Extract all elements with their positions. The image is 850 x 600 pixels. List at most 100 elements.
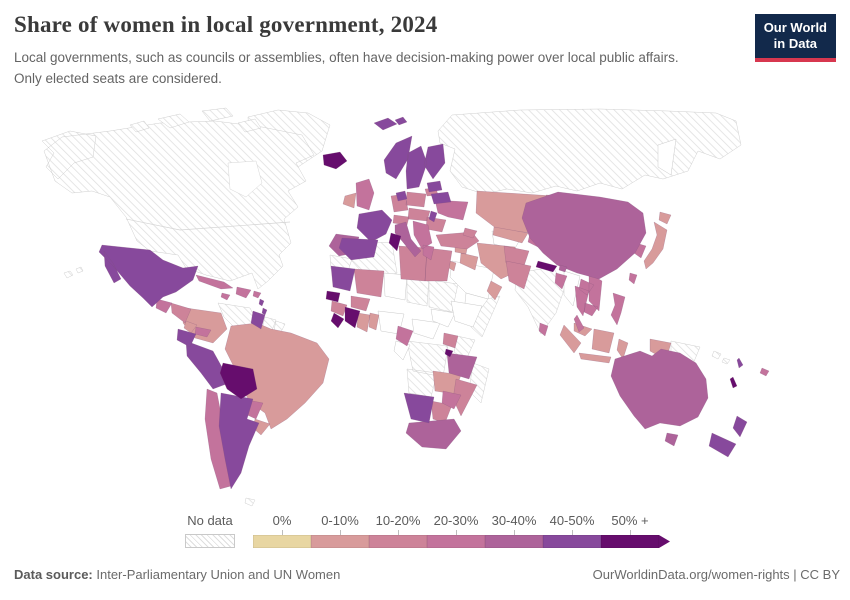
- country-myanmar[interactable]: [563, 270, 581, 307]
- country-central-african-republic[interactable]: [411, 318, 441, 340]
- islands-falkland[interactable]: [244, 497, 256, 507]
- country-ukraine[interactable]: [434, 199, 469, 221]
- country-south-africa[interactable]: [405, 418, 462, 450]
- footer-link[interactable]: OurWorldinData.org/women-rights | CC BY: [592, 567, 840, 582]
- country-tunisia[interactable]: [388, 232, 402, 252]
- bucket-40-50[interactable]: [98, 116, 748, 490]
- country-niger[interactable]: [383, 272, 408, 301]
- white-regions[interactable]: [377, 138, 677, 444]
- country-india[interactable]: [514, 266, 566, 335]
- world-map-svg[interactable]: [0, 103, 850, 515]
- legend-bucket-50[interactable]: 50% +: [601, 513, 659, 548]
- country-philippines[interactable]: [610, 292, 626, 326]
- countries-balkans[interactable]: [412, 220, 435, 261]
- legend-bucket-20-30[interactable]: 20-30%: [427, 513, 485, 548]
- country-uzbekistan[interactable]: [492, 226, 529, 244]
- legend-swatch[interactable]: [311, 535, 369, 548]
- country-south-sudan[interactable]: [430, 308, 456, 328]
- countries-belarus-baltics[interactable]: [426, 180, 452, 223]
- legend-color-scale[interactable]: 0% 0-10% 10-20% 20-30% 30-40% 40-50% 50% +: [253, 513, 670, 548]
- country-vanuatu[interactable]: [736, 357, 744, 369]
- countries-west-africa-0-10[interactable]: [356, 312, 380, 333]
- country-tanzania[interactable]: [446, 352, 478, 380]
- country-guatemala[interactable]: [155, 298, 173, 314]
- country-bangladesh[interactable]: [554, 272, 568, 290]
- legend-bucket-label: 0-10%: [321, 513, 359, 528]
- country-panama[interactable]: [194, 326, 212, 338]
- legend-tick: [397, 530, 399, 535]
- country-nepal[interactable]: [535, 260, 558, 273]
- country-guyana[interactable]: [250, 310, 266, 330]
- country-australia[interactable]: [610, 348, 709, 447]
- country-ethiopia[interactable]: [450, 300, 483, 328]
- legend-bucket-40-50[interactable]: 40-50%: [543, 513, 601, 548]
- hudson-bay: [227, 160, 263, 198]
- country-italy[interactable]: [394, 221, 422, 258]
- data-source-note: Data source: Inter-Parliamentary Union a…: [14, 567, 340, 582]
- countries-caribbean-20-30[interactable]: [195, 274, 262, 301]
- legend-bucket-0-10[interactable]: 0-10%: [311, 513, 369, 548]
- country-canada-usa[interactable]: [41, 120, 315, 290]
- countries-honduras-nicaragua[interactable]: [170, 302, 192, 324]
- countries-rwanda-burundi[interactable]: [444, 348, 454, 358]
- legend-bucket-label: 30-40%: [491, 513, 537, 528]
- legend-swatch[interactable]: [253, 535, 311, 548]
- country-sri-lanka[interactable]: [538, 322, 549, 337]
- bucket-50-plus[interactable]: [219, 151, 738, 400]
- legend-tick: [513, 530, 515, 535]
- country-mauritania[interactable]: [330, 265, 356, 292]
- islands-lesser-antilles[interactable]: [258, 298, 268, 316]
- legend-bucket-label: 50% +: [611, 513, 649, 528]
- legend-swatch[interactable]: [601, 535, 659, 548]
- bucket-30-40[interactable]: [328, 191, 709, 450]
- country-zimbabwe[interactable]: [441, 390, 462, 410]
- countries-spain-portugal[interactable]: [338, 237, 379, 261]
- legend-bucket-30-40[interactable]: 30-40%: [485, 513, 543, 548]
- country-fiji[interactable]: [759, 367, 770, 377]
- legend-bucket-10-20[interactable]: 10-20%: [369, 513, 427, 548]
- country-cote-divoire[interactable]: [330, 306, 361, 329]
- arctic-islands[interactable]: [129, 107, 262, 133]
- country-france[interactable]: [356, 209, 393, 243]
- legend-bucket-0[interactable]: 0%: [253, 513, 311, 548]
- country-cameroon[interactable]: [395, 325, 414, 347]
- owid-logo[interactable]: Our World in Data: [754, 14, 836, 62]
- country-pakistan[interactable]: [505, 260, 532, 290]
- country-bhutan[interactable]: [558, 264, 568, 273]
- country-china[interactable]: [521, 191, 647, 280]
- world-map[interactable]: [0, 103, 850, 515]
- legend-swatch[interactable]: [485, 535, 543, 548]
- islands-hawaii[interactable]: [63, 266, 84, 279]
- country-senegal[interactable]: [325, 290, 341, 303]
- country-mexico[interactable]: [98, 244, 199, 308]
- legend-swatch[interactable]: [369, 535, 427, 548]
- country-peru[interactable]: [185, 340, 230, 390]
- countries-scandinavia[interactable]: [373, 116, 446, 202]
- subtitle-line-2: Only elected seats are considered.: [14, 70, 222, 86]
- region-kamchatka[interactable]: [657, 138, 677, 176]
- country-uganda[interactable]: [442, 332, 459, 349]
- country-russia[interactable]: [437, 108, 742, 195]
- legend-no-data-swatch[interactable]: [185, 534, 235, 548]
- country-new-caledonia[interactable]: [729, 376, 738, 389]
- country-iceland[interactable]: [322, 151, 348, 170]
- legend-no-data[interactable]: No data: [185, 513, 235, 548]
- country-namibia[interactable]: [403, 392, 435, 424]
- country-bolivia[interactable]: [219, 362, 258, 400]
- header: Share of women in local government, 2024…: [14, 12, 836, 90]
- region-caucasus[interactable]: [462, 227, 478, 239]
- countries-southeast-asia-20-30[interactable]: [573, 272, 603, 333]
- country-new-zealand[interactable]: [708, 415, 748, 458]
- legend-arrow-tip: [659, 535, 670, 548]
- country-taiwan[interactable]: [628, 272, 638, 285]
- legend-swatch[interactable]: [427, 535, 485, 548]
- countries-sahel-10-20[interactable]: [330, 268, 385, 317]
- country-ireland[interactable]: [342, 192, 357, 209]
- country-united-kingdom[interactable]: [355, 178, 375, 211]
- legend-swatch[interactable]: [543, 535, 601, 548]
- country-ecuador[interactable]: [176, 328, 197, 348]
- country-japan[interactable]: [643, 211, 672, 270]
- country-argentina[interactable]: [218, 392, 260, 490]
- country-mozambique[interactable]: [452, 378, 478, 417]
